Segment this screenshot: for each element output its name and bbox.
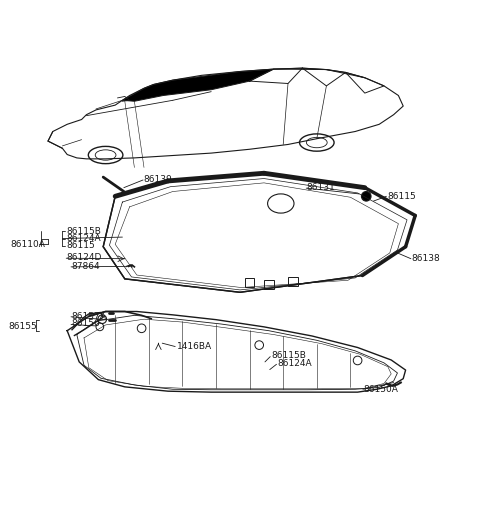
Text: 86124A: 86124A (66, 234, 101, 243)
Text: 86156: 86156 (71, 319, 100, 328)
Text: 86138: 86138 (412, 254, 441, 263)
Text: 86157A: 86157A (71, 312, 106, 321)
Text: 86150A: 86150A (364, 385, 399, 394)
Text: 86115: 86115 (66, 241, 95, 250)
Text: 87864: 87864 (71, 262, 100, 271)
Text: 86110A: 86110A (11, 240, 46, 249)
Text: 86124A: 86124A (277, 359, 312, 368)
Circle shape (361, 191, 371, 201)
Text: 1416BA: 1416BA (177, 341, 212, 350)
Text: 86124D: 86124D (66, 253, 102, 262)
Text: 86155: 86155 (9, 323, 37, 331)
Text: 86139: 86139 (143, 174, 172, 183)
Polygon shape (122, 69, 274, 101)
Text: 86115: 86115 (388, 192, 417, 201)
Text: 86131: 86131 (306, 183, 335, 192)
Text: 86115B: 86115B (66, 227, 101, 236)
Text: 86115B: 86115B (271, 351, 306, 360)
